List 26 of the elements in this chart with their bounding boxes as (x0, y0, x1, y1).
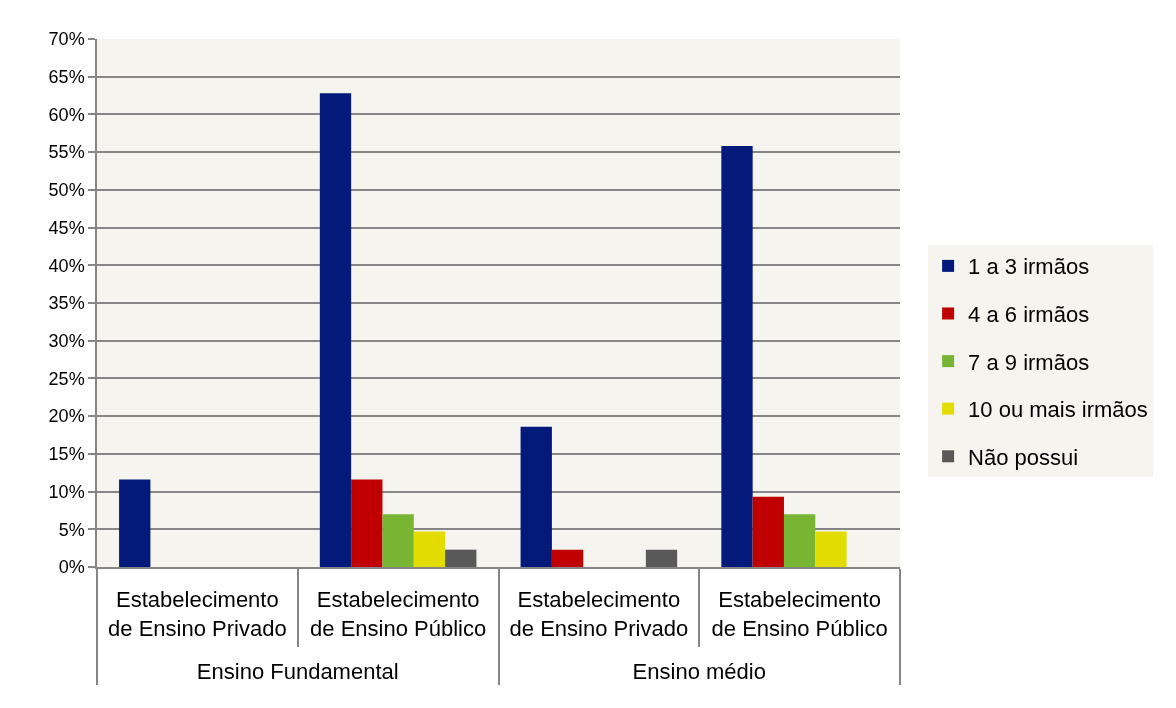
legend-label: 1 a 3 irmãos (968, 254, 1090, 280)
x-tick-label: Estabelecimento de Ensino Privado (509, 587, 689, 641)
y-tick-label: 45% (48, 217, 85, 238)
y-tick-label: 40% (48, 255, 85, 276)
legend-label: Não possui (968, 444, 1079, 470)
text: Ensino Fundamental (196, 659, 399, 685)
y-tick-label: 15% (48, 444, 85, 465)
y-tick-label: 60% (48, 104, 85, 125)
x-tick-label: Estabelecimento de Ensino Privado (108, 587, 287, 641)
y-tick-label: 5% (58, 519, 85, 540)
y-tick-label: 35% (48, 293, 85, 314)
y-tick-label: 25% (48, 368, 85, 389)
y-tick-label: 55% (48, 142, 85, 163)
text: Ensino médio (632, 659, 766, 685)
y-tick-label: 0% (58, 557, 85, 578)
legend-label: 7 a 9 irmãos (968, 349, 1090, 375)
y-tick-label: 10% (48, 481, 85, 502)
x-tick-label: Estabelecimento de Ensino Público (310, 587, 487, 641)
y-tick-label: 50% (48, 180, 85, 201)
x-tick-label: Estabelecimento de Ensino Público (711, 587, 888, 641)
y-tick-label: 20% (48, 406, 85, 427)
y-tick-label: 65% (48, 67, 85, 88)
y-tick-label: 30% (48, 331, 85, 352)
legend-label: 10 ou mais irmãos (968, 397, 1148, 423)
legend-label: 4 a 6 irmãos (968, 302, 1090, 328)
y-tick-label: 70% (48, 29, 85, 50)
